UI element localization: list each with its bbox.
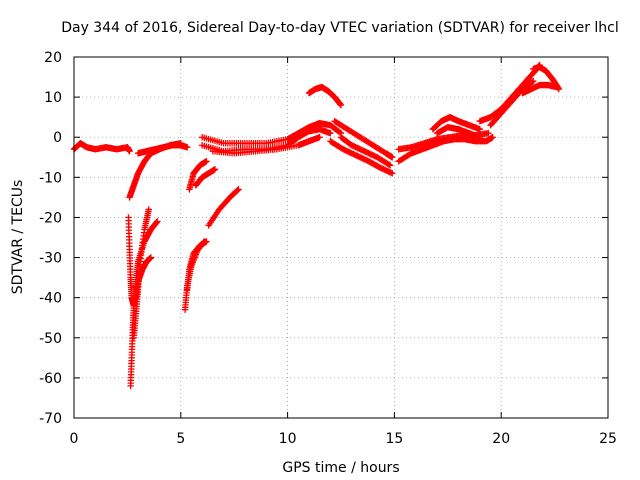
series-hump <box>429 113 484 133</box>
x-tick-label: 25 <box>599 431 617 447</box>
series-peak-low <box>519 81 560 97</box>
x-tick-label: 10 <box>279 431 297 447</box>
series-rise-b <box>487 77 537 129</box>
series-recovery-a <box>126 140 184 201</box>
y-tick-label: -60 <box>39 371 62 387</box>
series-segment-g <box>186 158 210 193</box>
y-tick-label: -20 <box>39 210 62 226</box>
y-tick-label: -30 <box>39 251 62 267</box>
x-tick-label: 5 <box>176 431 185 447</box>
chart-title: Day 344 of 2016, Sidereal Day-to-day VTE… <box>61 20 619 36</box>
data-point <box>203 158 210 165</box>
y-tick-labels: -70 -60 -50 -40 -30 -20 -10 0 10 20 <box>39 50 62 427</box>
data-point <box>145 206 152 213</box>
series-band-upper <box>198 119 345 147</box>
y-tick-label: -40 <box>39 291 62 307</box>
data-point <box>211 166 219 173</box>
data-point <box>489 134 496 141</box>
x-axis-label: GPS time / hours <box>282 460 399 476</box>
data-point <box>235 186 242 193</box>
data-point <box>476 126 484 133</box>
y-tick-label: 20 <box>44 50 62 66</box>
x-tick-labels: 0 5 10 15 20 25 <box>70 431 617 447</box>
data-point <box>337 101 345 109</box>
plot-frame <box>73 56 609 419</box>
series-segment-i <box>205 186 242 229</box>
data-point <box>485 130 492 137</box>
data-point <box>476 134 484 141</box>
data-point <box>184 144 191 151</box>
data-point <box>385 161 393 168</box>
data-point <box>386 162 394 169</box>
data-point <box>126 148 133 155</box>
series-arc-high <box>305 83 345 109</box>
series-dip-d <box>132 254 155 301</box>
data-point <box>203 238 210 245</box>
y-tick-label: -10 <box>39 170 62 186</box>
y-tick-label: 10 <box>44 90 62 106</box>
y-tick-label: -70 <box>39 411 62 427</box>
series-dip-f <box>184 238 210 293</box>
tick-layer <box>73 56 609 419</box>
data-point <box>154 218 161 225</box>
y-tick-label: -50 <box>39 331 62 347</box>
series-band-third <box>209 134 323 157</box>
data-point <box>389 154 396 161</box>
x-tick-label: 15 <box>385 431 403 447</box>
series-decline-c <box>327 138 396 177</box>
y-axis-label: SDTVAR / TECUs <box>10 180 26 295</box>
grid-layer <box>74 57 608 418</box>
data-point <box>389 170 396 177</box>
y-tick-label: 0 <box>53 130 62 146</box>
data-point <box>530 77 537 85</box>
series-decline-b <box>337 134 394 169</box>
series-baseline-early <box>70 140 133 155</box>
data-point <box>336 129 344 136</box>
series-decline-a <box>331 117 396 161</box>
x-tick-label: 20 <box>492 431 510 447</box>
x-tick-label: 0 <box>70 431 79 447</box>
data-point <box>147 254 155 261</box>
data-point <box>177 140 184 147</box>
data-point <box>316 134 323 141</box>
data-point <box>528 78 536 86</box>
data-point <box>327 130 334 137</box>
data-layer <box>70 61 563 390</box>
series-segment-h <box>192 166 219 189</box>
series-hump-low <box>433 123 484 141</box>
data-point <box>553 83 560 91</box>
data-point <box>234 186 241 194</box>
